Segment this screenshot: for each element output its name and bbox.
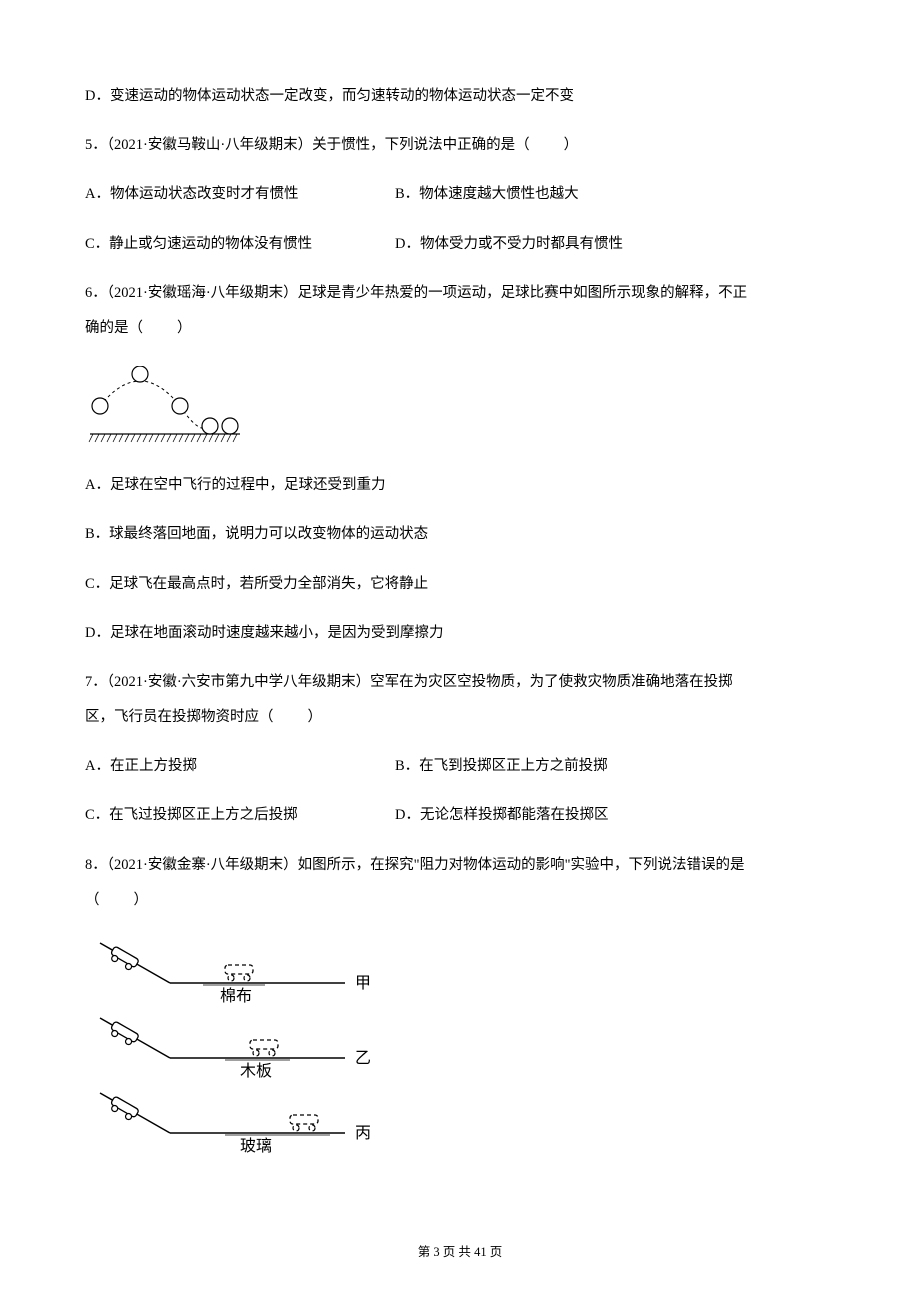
q8-label-jia: 甲 [355,975,371,992]
q6-stem2-end: ） [177,320,192,336]
q8-stem-line1: 8．（2021·安徽金寨·八年级期末）如图所示，在探究"阻力对物体运动的影响"实… [85,854,835,877]
q8-label-yi: 乙 [355,1050,371,1067]
q6-option-a: A．足球在空中飞行的过程中，足球还受到重力 [85,474,835,497]
q8-stem2-text: （ [85,892,100,908]
q8-label-wood: 木板 [240,1062,272,1080]
q8-ramps-diagram-icon: 棉布 甲 木板 乙 [85,938,395,1163]
footer-post: 页 [487,1245,503,1259]
q5-options-row2: C．静止或匀速运动的物体没有惯性 D．物体受力或不受力时都具有惯性 [85,233,835,256]
q7-stem-line1: 7．（2021·安徽·六安市第九中学八年级期末）空军在为灾区空投物质，为了使救灾… [85,671,835,694]
q6-option-b: B．球最终落回地面，说明力可以改变物体的运动状态 [85,523,835,546]
q8-figure: 棉布 甲 木板 乙 [85,938,835,1163]
q7-stem2-end: ） [308,709,323,725]
q6-option-c: C．足球飞在最高点时，若所受力全部消失，它将静止 [85,573,835,596]
q7-option-b: B．在飞到投掷区正上方之前投掷 [395,755,835,778]
q6-stem2-text: 确的是（ [85,320,143,336]
q5-option-c: C．静止或匀速运动的物体没有惯性 [85,233,395,256]
q5-stem-end: ） [564,137,579,153]
q8-label-bing: 丙 [355,1125,371,1142]
q7-options-row2: C．在飞过投掷区正上方之后投掷 D．无论怎样投掷都能落在投掷区 [85,804,835,827]
q6-stem-line1: 6．（2021·安徽瑶海·八年级期末）足球是青少年热爱的一项运动，足球比赛中如图… [85,282,835,305]
q7-stem2-text: 区，飞行员在投掷物资时应（ [85,709,274,725]
q8-label-cloth: 棉布 [220,987,252,1005]
q7-option-a: A．在正上方投掷 [85,755,395,778]
q4-option-d: D．变速运动的物体运动状态一定改变，而匀速转动的物体运动状态一定不变 [85,85,835,108]
q7-option-c: C．在飞过投掷区正上方之后投掷 [85,804,395,827]
footer-total: 41 [474,1245,487,1259]
q8-label-glass: 玻璃 [240,1137,272,1155]
q7-option-d: D．无论怎样投掷都能落在投掷区 [395,804,835,827]
page-footer: 第 3 页 共 41 页 [0,1241,920,1260]
footer-mid: 页 共 [440,1245,474,1259]
q5-stem-text: 5．（2021·安徽马鞍山·八年级期末）关于惯性，下列说法中正确的是（ [85,137,530,153]
q8-stem-line2: （） [85,889,835,912]
q6-football-trajectory-icon [85,366,245,446]
q7-stem-line2: 区，飞行员在投掷物资时应（ ） [85,706,835,729]
q6-option-d: D．足球在地面滚动时速度越来越小，是因为受到摩擦力 [85,622,835,645]
q5-options-row1: A．物体运动状态改变时才有惯性 B．物体速度越大惯性也越大 [85,183,835,206]
footer-pre: 第 [418,1245,434,1259]
q8-stem2-end: ） [134,892,149,908]
q7-options-row1: A．在正上方投掷 B．在飞到投掷区正上方之前投掷 [85,755,835,778]
q6-figure [85,366,835,446]
q5-stem: 5．（2021·安徽马鞍山·八年级期末）关于惯性，下列说法中正确的是（ ） [85,134,835,157]
q6-stem-line2: 确的是（ ） [85,317,835,340]
q5-option-b: B．物体速度越大惯性也越大 [395,183,835,206]
q5-option-d: D．物体受力或不受力时都具有惯性 [395,233,835,256]
q5-option-a: A．物体运动状态改变时才有惯性 [85,183,395,206]
